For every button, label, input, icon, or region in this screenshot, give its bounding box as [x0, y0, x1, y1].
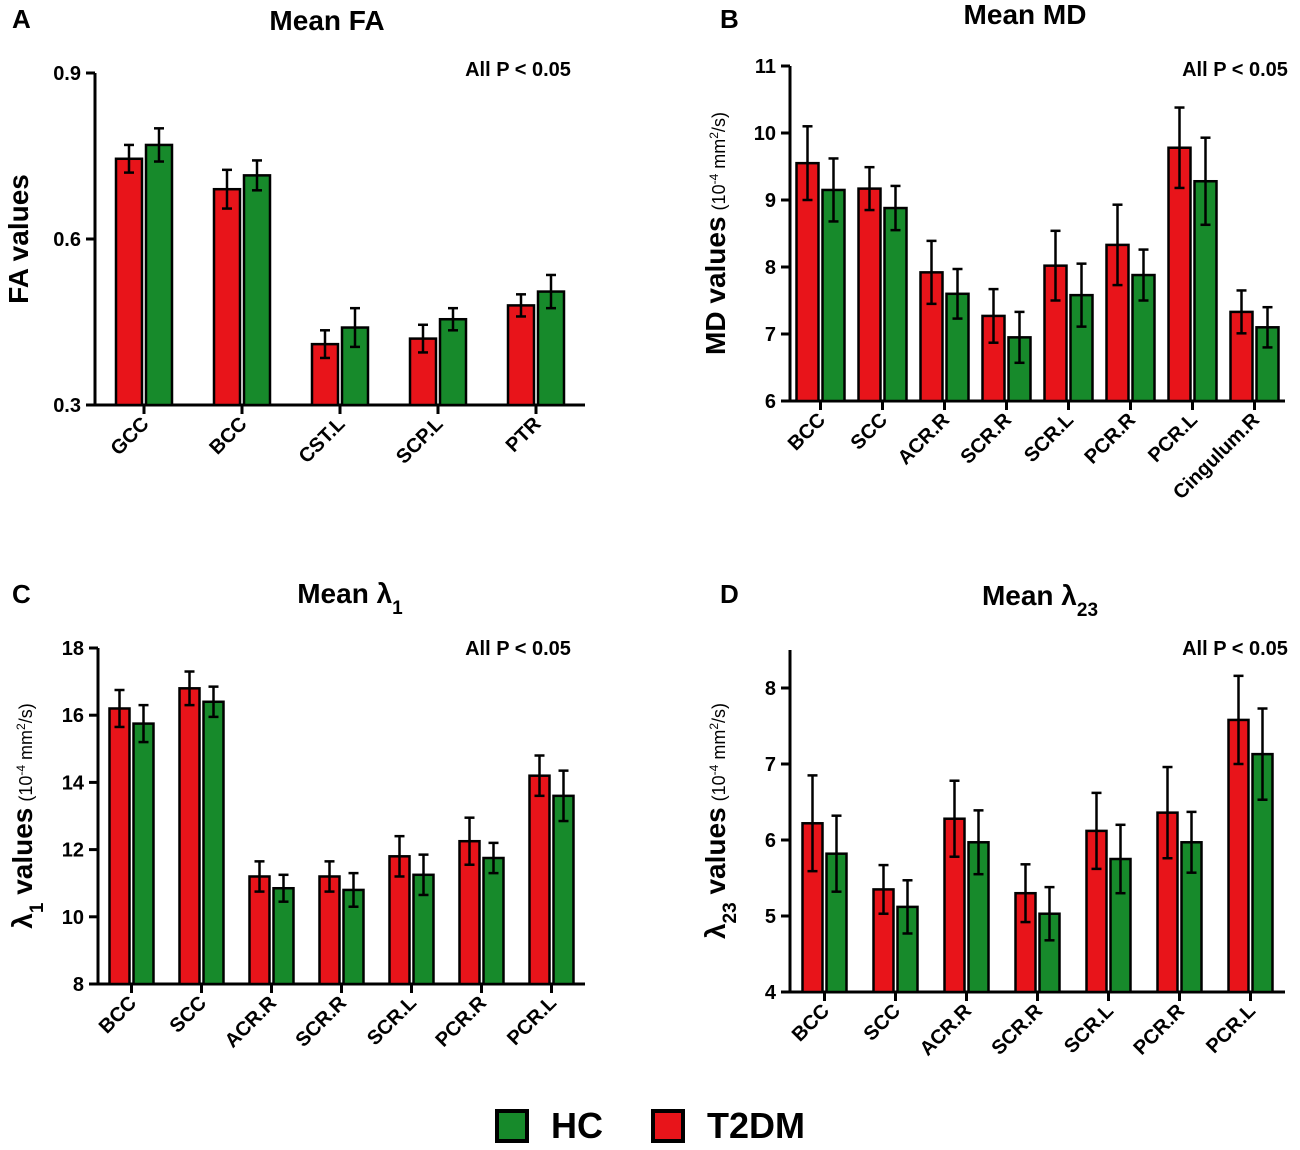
panel-a: Mean FA All P < 0.05 0.3 0.6 0.9 FA values GCC… — [0, 0, 650, 560]
y-tick-label: 10 — [62, 907, 84, 929]
bar-t2dm — [506, 304, 536, 407]
panel-c: Mean λ1 All P < 0.05 8 10 12 14 16 18 λ1 values(… — [0, 575, 650, 1135]
bar-hc — [438, 317, 468, 407]
chart-title: Mean MD — [964, 0, 1087, 30]
p-value-annotation: All P < 0.05 — [1182, 59, 1288, 81]
x-tick-label: ACR.R — [894, 409, 955, 470]
chart-title: Mean λ1 — [297, 578, 403, 619]
x-tick-label: SCR.L — [363, 992, 421, 1050]
x-tick-label: PCR.L — [1202, 1000, 1260, 1058]
y-axis-label: MD values(10-4 mm2/s) — [700, 112, 731, 355]
panel-letter-c: C — [12, 579, 31, 609]
y-tick-label: 7 — [765, 324, 776, 346]
x-tick-label: SCR.R — [956, 409, 1016, 469]
x-tick-label: BCC — [788, 1000, 834, 1046]
legend-label-hc: HC — [551, 1105, 603, 1146]
y-tick-label: 5 — [765, 906, 776, 928]
p-value-annotation: All P < 0.05 — [465, 59, 571, 81]
x-tick-label: SCR.L — [1020, 409, 1078, 467]
bar-hc — [536, 290, 566, 407]
bar-hc — [202, 700, 225, 986]
x-tick-label: PCR.R — [1080, 409, 1140, 469]
bar-t2dm — [108, 707, 131, 986]
bar-hc — [132, 722, 155, 986]
y-tick-label: 9 — [765, 190, 776, 212]
x-tick-label: SCC — [860, 1000, 905, 1045]
chart-c: Mean λ1 All P < 0.05 8 10 12 14 16 18 λ1 values(… — [7, 578, 585, 1053]
bar-hc — [144, 143, 174, 407]
y-tick-label: 6 — [765, 830, 776, 852]
legend-swatch-hc — [495, 1109, 529, 1143]
legend-swatch-t2dm — [651, 1109, 685, 1143]
x-tick-label: PCR.R — [1129, 1000, 1189, 1060]
bar-t2dm — [857, 187, 882, 403]
x-tick-label: PCR.R — [431, 992, 491, 1052]
x-tick-label: SCR.R — [987, 1000, 1047, 1060]
x-tick-label: PCR.L — [1144, 409, 1202, 467]
x-tick-label: SCC — [166, 992, 211, 1037]
bar-hc — [552, 794, 575, 986]
p-value-annotation: All P < 0.05 — [465, 638, 571, 660]
bar-hc — [242, 174, 272, 407]
legend: HC T2DM — [495, 1105, 853, 1147]
chart-title: Mean λ23 — [982, 580, 1098, 621]
bar-t2dm — [408, 337, 438, 407]
chart-title: Mean FA — [269, 5, 384, 36]
x-tick-label: GCC — [107, 413, 154, 460]
y-tick-label: 0.9 — [53, 63, 81, 85]
y-tick-label: 0.6 — [53, 229, 81, 251]
x-tick-label: BCC — [784, 409, 830, 455]
bar-t2dm — [178, 687, 201, 986]
y-tick-label: 10 — [754, 123, 776, 145]
y-tick-label: 7 — [765, 754, 776, 776]
y-tick-label: 8 — [765, 678, 776, 700]
panel-letter-a: A — [12, 4, 31, 34]
y-tick-label: 14 — [62, 772, 85, 794]
y-axis-label: λ23 values(10-4 mm2/s) — [700, 703, 741, 939]
panel-b: Mean MD All P < 0.05 6 7 8 9 10 11 MD values(10-… — [650, 0, 1300, 560]
panel-letter-b: B — [720, 4, 739, 34]
x-tick-label: SCR.R — [291, 992, 351, 1052]
chart-b: Mean MD All P < 0.05 6 7 8 9 10 11 MD values(10-… — [700, 0, 1288, 504]
x-tick-label: ACR.R — [916, 1000, 977, 1061]
y-tick-label: 11 — [755, 56, 776, 78]
x-tick-label: SCC — [847, 409, 892, 454]
panel-d: Mean λ23 All P < 0.05 4 5 6 7 8 λ23 values(10-4… — [650, 575, 1300, 1135]
y-tick-label: 6 — [765, 391, 776, 413]
y-tick-label: 12 — [62, 840, 84, 862]
x-tick-label: SCR.L — [1060, 1000, 1118, 1058]
bar-t2dm — [114, 157, 144, 407]
y-tick-label: 0.3 — [53, 395, 81, 417]
x-tick-label: SCP.L — [392, 413, 447, 468]
p-value-annotation: All P < 0.05 — [1182, 638, 1288, 660]
x-tick-label: CST.L — [295, 413, 350, 468]
x-tick-label: ACR.R — [221, 992, 282, 1053]
x-tick-label: BCC — [205, 413, 251, 459]
chart-d: Mean λ23 All P < 0.05 4 5 6 7 8 λ23 values(10-4… — [700, 580, 1288, 1061]
x-tick-label: BCC — [95, 992, 141, 1038]
y-tick-label: 8 — [765, 257, 776, 279]
y-tick-label: 4 — [765, 982, 777, 1004]
chart-a: Mean FA All P < 0.05 0.3 0.6 0.9 FA values GCC… — [3, 5, 585, 468]
bar-t2dm — [528, 774, 551, 986]
panel-letter-d: D — [720, 579, 739, 609]
legend-item-t2dm: T2DM — [651, 1105, 805, 1147]
y-tick-label: 16 — [62, 705, 84, 727]
bar-hc — [883, 206, 908, 403]
legend-item-hc: HC — [495, 1105, 603, 1147]
bar-hc — [482, 856, 505, 986]
x-tick-label: PTR — [502, 413, 546, 457]
y-axis-label: λ1 values(10-4 mm2/s) — [7, 703, 48, 928]
y-tick-label: 18 — [62, 638, 84, 660]
x-tick-label: PCR.L — [503, 992, 561, 1050]
y-axis-label: FA values — [3, 174, 34, 304]
legend-label-t2dm: T2DM — [707, 1105, 805, 1146]
y-tick-label: 8 — [73, 974, 84, 996]
bar-t2dm — [212, 187, 242, 407]
